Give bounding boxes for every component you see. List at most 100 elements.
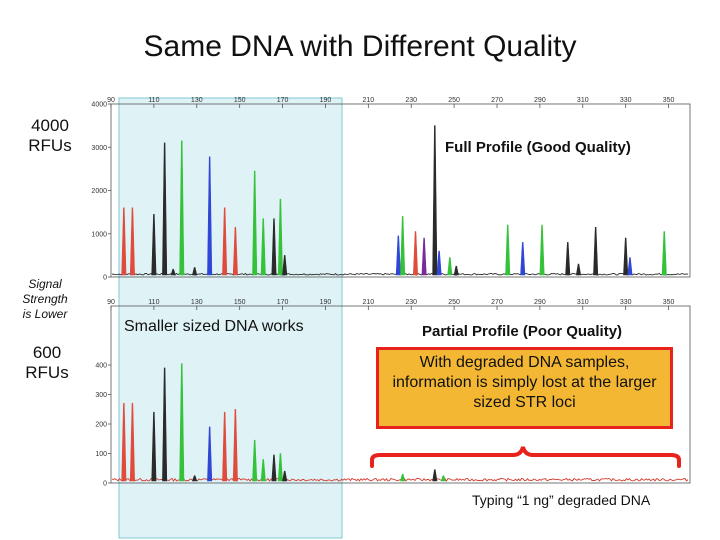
good-x-tick-label: 250	[448, 97, 460, 104]
good-y-tick-label: 2000	[91, 188, 107, 195]
good-peak	[232, 226, 238, 276]
degraded-x-tick-label: 110	[148, 299, 159, 306]
good-x-tick-label: 130	[191, 97, 203, 104]
degraded-peak	[207, 426, 213, 482]
good-x-tick-label: 330	[620, 97, 632, 104]
degraded-x-tick-label: 350	[663, 299, 675, 306]
degraded-panel: 90 110 130 150 170 190 210 230 250 270 290 310 330 35…	[95, 299, 691, 488]
degraded-peak	[282, 470, 288, 482]
degraded-x-tick-label: 150	[234, 299, 246, 306]
degraded-x-tick-label: 190	[320, 299, 332, 306]
good-peak	[207, 156, 213, 276]
degraded-peak	[271, 454, 277, 482]
degraded-x-tick-label: 310	[577, 299, 589, 306]
degraded-y-tick-label: 400	[95, 363, 107, 370]
good-peak	[192, 267, 198, 276]
good-x-tick-label: 270	[491, 97, 503, 104]
good-peak	[623, 237, 629, 276]
good-peak	[505, 224, 511, 276]
partial-profile-label: Partial Profile (Poor Quality)	[422, 323, 623, 340]
degraded-x-tick-label: 230	[405, 299, 417, 306]
good-peak	[395, 235, 401, 276]
good-x-tick-label: 310	[577, 97, 589, 104]
degraded-peak	[179, 363, 185, 482]
smaller-dna-label: Smaller sized DNA works	[124, 318, 304, 335]
degraded-x-tick-label: 170	[277, 299, 289, 306]
good-peak	[593, 226, 599, 276]
good-y-tick-label: 4000	[91, 102, 107, 109]
good-peak	[151, 213, 157, 276]
good-x-tick-label: 290	[534, 97, 546, 104]
degraded-x-tick-label: 290	[534, 299, 546, 306]
good-x-tick-label: 190	[320, 97, 332, 104]
degraded-peak	[232, 408, 238, 482]
slide-title: Same DNA with Different Quality	[143, 30, 577, 63]
degraded-y-tick-label: 200	[95, 422, 107, 429]
small-dna-highlight	[118, 97, 343, 539]
good-peak	[421, 237, 427, 276]
good-y-tick-label: 1000	[91, 231, 107, 238]
good-peak	[162, 142, 168, 276]
good-peak	[412, 231, 419, 276]
signal-strength-label: Signal Strength is Lower	[22, 277, 68, 321]
degraded-x-tick-label: 250	[448, 299, 460, 306]
good-peak	[222, 207, 228, 276]
degraded-peak	[222, 411, 228, 482]
good-peak	[129, 207, 135, 276]
good-peak	[447, 257, 453, 276]
good-x-tick-label: 110	[148, 97, 159, 104]
good-x-tick-label: 170	[277, 97, 289, 104]
degraded-y-tick-label: 100	[95, 451, 107, 458]
good-peak	[520, 242, 526, 276]
good-peak	[282, 255, 288, 276]
good-peak	[170, 268, 176, 276]
top-rfu-label: 4000 RFUs	[28, 116, 72, 155]
footer-caption: Typing “1 ng” degraded DNA	[472, 492, 651, 508]
good-peak	[277, 198, 283, 276]
good-peak	[121, 207, 127, 276]
good-peak	[252, 170, 258, 276]
degraded-peak	[277, 453, 283, 482]
good-x-tick-label: 210	[362, 97, 374, 104]
degraded-peak	[252, 439, 258, 482]
good-peak	[271, 218, 277, 276]
degraded-peak	[440, 475, 447, 482]
degraded-y-tick-label: 300	[95, 392, 107, 399]
degraded-x-tick-label: 330	[620, 299, 632, 306]
degraded-callout: With degraded DNA samples, information i…	[376, 347, 673, 429]
good-peak	[260, 218, 266, 276]
degraded-y-tick-label: 0	[103, 481, 107, 488]
good-peak	[179, 140, 185, 276]
good-x-tick-label: 90	[107, 97, 115, 104]
degraded-peak	[192, 475, 198, 482]
degraded-x-tick-label: 270	[491, 299, 503, 306]
good-peak	[565, 242, 571, 276]
good-peak	[539, 224, 545, 276]
degraded-x-tick-label: 90	[107, 299, 115, 306]
good-x-tick-label: 350	[663, 97, 675, 104]
bottom-rfu-label: 600 RFUs	[25, 343, 69, 382]
good-x-tick-label: 230	[405, 97, 417, 104]
degraded-peak	[260, 459, 266, 482]
good-peak	[436, 250, 442, 276]
good-peak	[627, 257, 633, 276]
good-peak	[661, 231, 667, 276]
degraded-peak	[121, 403, 127, 482]
good-peak	[432, 125, 438, 276]
curly-brace	[370, 446, 681, 468]
good-y-tick-label: 0	[103, 275, 107, 282]
good-peak	[400, 216, 406, 276]
degraded-x-tick-label: 210	[362, 299, 374, 306]
good-quality-panel: 90 110 130 150 170 190 210 230 250 270 290 310 330 35…	[91, 97, 691, 282]
degraded-peak	[432, 469, 438, 482]
full-profile-label: Full Profile (Good Quality)	[445, 139, 631, 156]
good-peak	[453, 265, 459, 276]
degraded-peak	[400, 473, 406, 482]
good-peak	[575, 263, 582, 276]
degraded-x-tick-label: 130	[191, 299, 203, 306]
good-y-tick-label: 3000	[91, 145, 107, 152]
degraded-peak	[129, 403, 135, 482]
good-x-tick-label: 150	[234, 97, 246, 104]
degraded-peak	[162, 367, 168, 482]
